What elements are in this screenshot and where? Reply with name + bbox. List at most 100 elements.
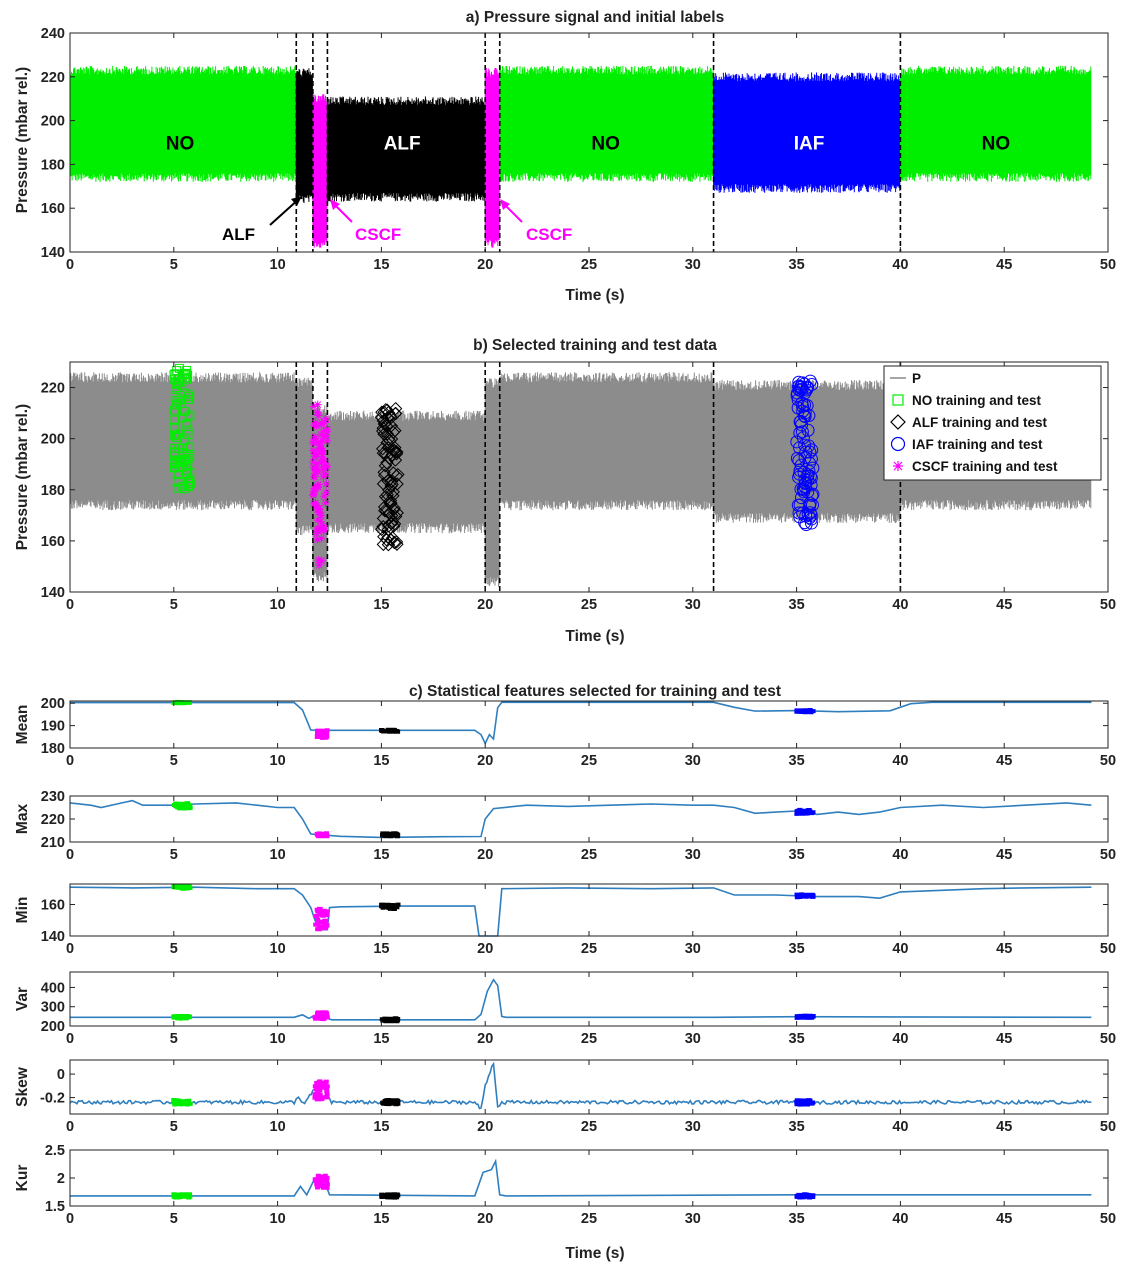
marker-asterisk: [316, 430, 325, 439]
marker-asterisk: [322, 461, 331, 470]
marker-asterisk: [321, 498, 330, 507]
marker-square: [183, 425, 193, 435]
feature-marker-cluster: [380, 831, 401, 839]
region-label-alf: ALF: [384, 134, 421, 155]
marker-asterisk: [315, 524, 324, 533]
feature-var-xtick-label: 45: [996, 1031, 1012, 1047]
panel-a-xtick-label: 45: [996, 257, 1012, 273]
feature-kur-ytick-label: 1.5: [45, 1199, 65, 1215]
feature-min-ytick-label: 140: [41, 929, 65, 945]
cscf-spike: [316, 94, 325, 248]
feature-marker-cluster: [379, 1016, 401, 1024]
marker-asterisk: [319, 427, 328, 436]
marker-circle: [800, 381, 814, 395]
feature-line-max: [69, 799, 1092, 839]
region-label-no: NO: [166, 134, 195, 155]
feature-marker-cluster: [171, 1098, 193, 1107]
marker-asterisk: [314, 504, 323, 513]
marker-diamond: [387, 443, 402, 458]
feature-subplot-mean: 0 5 10 15 20 25 30 35 40 45 50 180 190 200 Mean: [14, 696, 1116, 769]
marker-square: [175, 399, 185, 409]
marker-asterisk: [317, 420, 326, 429]
marker-diamond: [376, 477, 391, 491]
marker-square: [184, 481, 194, 491]
feature-min-xtick-label: 25: [581, 941, 597, 957]
feature-min-xtick-label: 15: [373, 941, 389, 957]
feature-max-xtick-label: 45: [996, 847, 1012, 863]
marker-asterisk: [318, 436, 327, 445]
annotation-cscf-2: CSCF: [526, 225, 572, 244]
marker-asterisk: [319, 525, 328, 534]
marker-asterisk: [309, 462, 318, 471]
annotation-cscf-1: CSCF: [355, 225, 401, 244]
marker-diamond: [388, 509, 403, 524]
feature-max-xtick-label: 50: [1100, 847, 1116, 863]
feature-max-xtick-label: 35: [789, 847, 805, 863]
marker-asterisk: [317, 534, 326, 543]
marker-diamond: [390, 537, 404, 551]
marker-asterisk: [313, 525, 322, 534]
marker-asterisk: [310, 437, 319, 446]
signal-band-gray: [295, 377, 313, 536]
panel-b-xtick-label: 40: [892, 597, 908, 613]
marker-square: [170, 423, 180, 433]
marker-diamond: [387, 501, 401, 515]
feature-var-xtick-label: 20: [477, 1031, 493, 1047]
feature-skew-axes-box: [69, 1059, 1109, 1115]
feature-marker-cluster: [794, 1013, 816, 1020]
panel-b-xtick-label: 50: [1100, 597, 1116, 613]
feature-marker-cluster: [380, 1098, 401, 1107]
marker-asterisk: [310, 452, 319, 461]
marker-diamond: [380, 435, 394, 450]
marker-asterisk: [308, 438, 317, 447]
marker-asterisk: [316, 441, 325, 450]
marker-circle: [804, 516, 818, 530]
feature-marker-cluster: [794, 807, 816, 816]
marker-asterisk: [309, 402, 318, 411]
legend-swatch-square: [892, 394, 904, 406]
panel-a-xtick-label: 25: [581, 257, 597, 273]
marker-square: [183, 370, 193, 380]
feature-mean-xtick-label: 30: [685, 753, 701, 769]
feature-kur-xtick-label: 50: [1100, 1211, 1116, 1227]
panel-b-xtick-label: 15: [373, 597, 389, 613]
marker-diamond: [380, 403, 394, 417]
feature-mean-ytick-label: 190: [41, 719, 65, 735]
feature-kur-xtick-label: 5: [170, 1211, 178, 1227]
feature-kur-xtick-label: 15: [373, 1211, 389, 1227]
feature-marker-cluster: [312, 1010, 330, 1022]
feature-marker-cluster: [314, 831, 330, 839]
marker-group-diamond: [374, 401, 405, 552]
feature-mean-xtick-label: 5: [170, 753, 178, 769]
region-label-no: NO: [591, 134, 620, 155]
marker-diamond: [387, 535, 402, 550]
panel-a-ytick-label: 160: [41, 201, 65, 217]
marker-diamond: [377, 405, 391, 420]
panel-b-xlabel: Time (s): [565, 628, 624, 645]
feature-skew-xtick-label: 30: [685, 1119, 701, 1135]
marker-asterisk: [314, 556, 323, 565]
panel-c-xlabel: Time (s): [565, 1245, 624, 1262]
feature-line-var: [70, 978, 1092, 1021]
panel-a-xtick-label: 0: [66, 257, 74, 273]
legend-swatch-circle: [890, 436, 906, 452]
feature-marker-cluster: [171, 801, 193, 811]
feature-marker-cluster: [171, 1014, 192, 1021]
feature-min-xtick-label: 45: [996, 941, 1012, 957]
marker-circle: [791, 401, 805, 415]
marker-asterisk: [323, 436, 332, 445]
marker-diamond: [382, 519, 396, 533]
feature-max-xtick-label: 20: [477, 847, 493, 863]
feature-line-mean: [70, 701, 1092, 746]
signal-band-no: [899, 65, 1092, 182]
marker-diamond: [385, 448, 399, 462]
marker-square: [181, 369, 191, 379]
marker-asterisk: [311, 418, 320, 427]
feature-ylabel: Min: [14, 897, 31, 924]
feature-subplot-max: 0 5 10 15 20 25 30 35 40 45 50 210 220 230 Max: [14, 789, 1116, 863]
feature-var-xtick-label: 25: [581, 1031, 597, 1047]
feature-marker-cluster: [312, 1079, 330, 1102]
panel-a-xtick-label: 40: [892, 257, 908, 273]
marker-asterisk: [317, 455, 326, 464]
feature-min-xtick-label: 0: [66, 941, 74, 957]
